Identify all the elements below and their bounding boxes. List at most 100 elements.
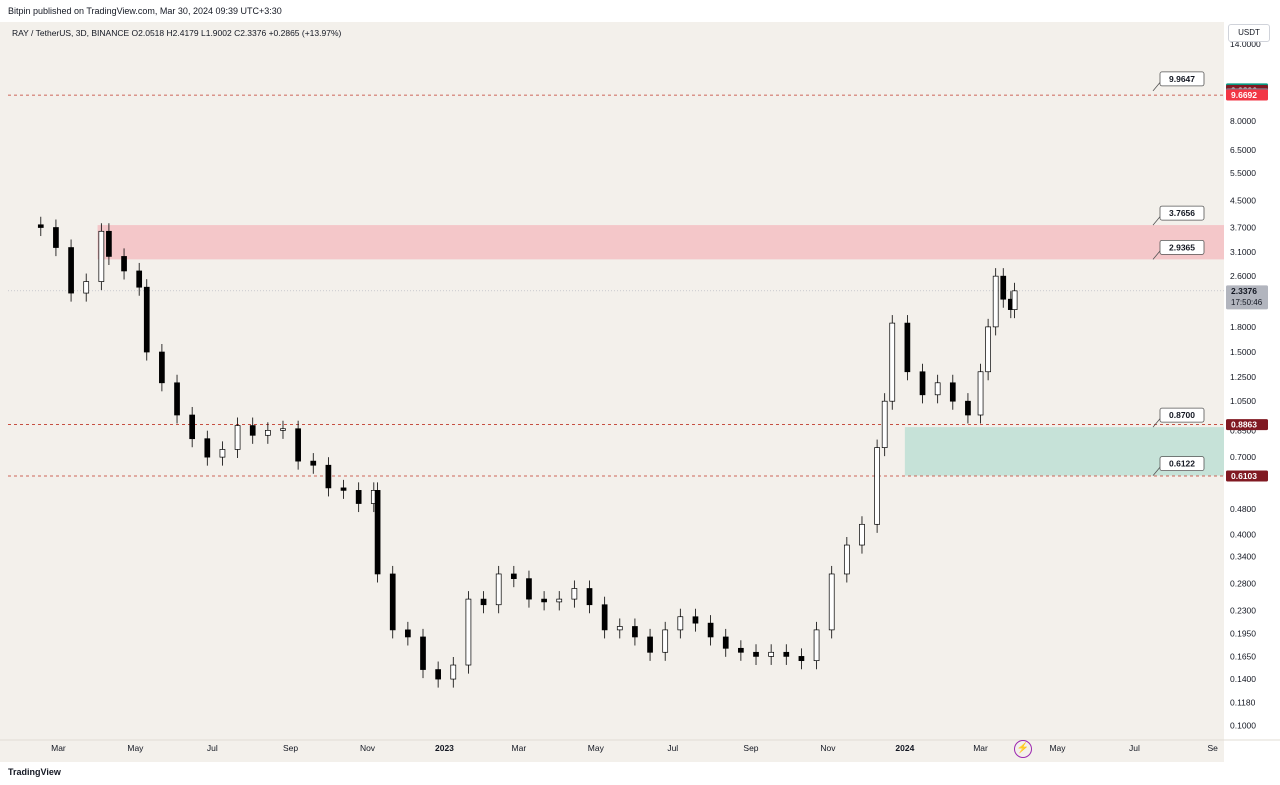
candle <box>722 636 729 649</box>
price-tick-label: 3.7000 <box>1230 223 1256 233</box>
annotation-label: 3.7656 <box>1169 208 1195 218</box>
price-axis <box>1224 22 1280 762</box>
candle <box>738 647 744 653</box>
candle <box>783 651 790 657</box>
annotation-label: 0.6122 <box>1169 459 1195 469</box>
time-tick-label: Se <box>1207 743 1218 753</box>
candle <box>541 598 547 603</box>
candle <box>219 449 226 458</box>
price-tick-label: 0.8500 <box>1230 425 1256 435</box>
candle <box>1011 290 1018 310</box>
candle <box>37 224 44 228</box>
candle <box>934 382 941 396</box>
resistance-zone <box>97 225 1224 260</box>
candle <box>189 414 196 440</box>
candle <box>420 636 426 670</box>
candle <box>480 598 487 606</box>
lightning-icon[interactable]: ⚡ <box>1014 740 1032 758</box>
price-badge <box>1226 470 1268 482</box>
annotation-label: 2.9365 <box>1169 242 1195 252</box>
publish-header: Bitpin published on TradingView.com, Mar… <box>0 0 1280 22</box>
candle <box>450 664 457 680</box>
time-tick-label: Jul <box>667 743 678 753</box>
candle <box>586 588 593 606</box>
candle <box>977 371 984 416</box>
candle <box>662 629 669 653</box>
candle <box>98 230 105 282</box>
price-badge-label: 0.6103 <box>1231 471 1257 481</box>
candle <box>340 487 347 491</box>
candle <box>526 578 532 600</box>
candle <box>435 669 441 680</box>
time-tick-label: Jul <box>207 743 218 753</box>
candle <box>571 588 578 600</box>
currency-button[interactable]: USDT <box>1228 24 1270 42</box>
publish-text: Bitpin published on TradingView.com, Mar… <box>8 6 282 16</box>
time-tick-label: Nov <box>360 743 376 753</box>
candle <box>601 604 608 631</box>
price-tick-label: 0.4800 <box>1230 504 1256 514</box>
time-tick-label: Nov <box>820 743 836 753</box>
price-tick-label: 5.5000 <box>1230 168 1256 178</box>
price-chart[interactable]: 9.9647 3.7656 2.9365 0.8700 0.6122 14.0000 8.0… <box>0 22 1280 762</box>
candle <box>204 438 211 458</box>
candle <box>889 322 896 402</box>
candle <box>647 636 653 653</box>
price-tick-label: 0.1180 <box>1230 698 1256 708</box>
candle <box>234 425 241 450</box>
tradingview-logo: TradingView <box>8 767 61 777</box>
candle <box>881 400 888 448</box>
candle <box>53 227 59 248</box>
time-tick-label: 2024 <box>895 743 914 753</box>
annotation-label: 0.8700 <box>1169 410 1195 420</box>
annotation-box <box>1159 407 1205 423</box>
candle <box>280 428 286 431</box>
candle <box>143 286 150 353</box>
candle <box>949 382 956 402</box>
candle <box>465 598 472 666</box>
price-tick-label: 0.3400 <box>1230 552 1256 562</box>
time-tick-label: Mar <box>51 743 66 753</box>
candle <box>919 371 926 396</box>
candle <box>798 656 805 662</box>
price-tick-label: 6.5000 <box>1230 145 1256 155</box>
candle <box>405 629 411 638</box>
price-badge-label: 0.8863 <box>1231 420 1257 430</box>
candle <box>828 573 835 631</box>
price-tick-label: 0.7000 <box>1230 452 1256 462</box>
time-tick-label: Jul <box>1129 743 1140 753</box>
candle <box>295 428 301 462</box>
candle <box>992 275 999 328</box>
annotation-box <box>1159 456 1205 472</box>
time-tick-label: Sep <box>743 743 758 753</box>
price-tick-label: 14.0000 <box>1230 39 1261 49</box>
price-tick-label: 0.1650 <box>1230 651 1256 661</box>
price-badge <box>1226 419 1268 431</box>
candle <box>495 573 502 606</box>
candle <box>904 322 911 373</box>
candle <box>556 598 563 603</box>
candle <box>83 281 90 294</box>
candle <box>136 270 143 288</box>
price-badge <box>1226 285 1268 310</box>
candle <box>813 629 820 662</box>
time-tick-label: Mar <box>512 743 527 753</box>
price-tick-label: 8.0000 <box>1230 116 1256 126</box>
candle <box>374 490 381 575</box>
candle <box>985 326 991 373</box>
candle <box>768 651 775 657</box>
candle <box>325 464 332 489</box>
candle <box>753 651 759 657</box>
chart-area[interactable]: RAY / TetherUS, 3D, BINANCE O2.0518 H2.4… <box>0 22 1280 762</box>
price-tick-label: 1.0500 <box>1230 396 1256 406</box>
price-tick-label: 0.2300 <box>1230 606 1256 616</box>
candle <box>355 490 362 504</box>
candle <box>859 523 865 546</box>
price-tick-label: 0.1950 <box>1230 628 1256 638</box>
footer: TradingView <box>0 762 1280 785</box>
price-tick-label: 0.1400 <box>1230 674 1256 684</box>
candle <box>510 573 517 579</box>
price-tick-label: 0.4000 <box>1230 529 1256 539</box>
price-badge-label: 9.6692 <box>1231 90 1257 100</box>
price-tick-label: 0.1000 <box>1230 720 1256 730</box>
